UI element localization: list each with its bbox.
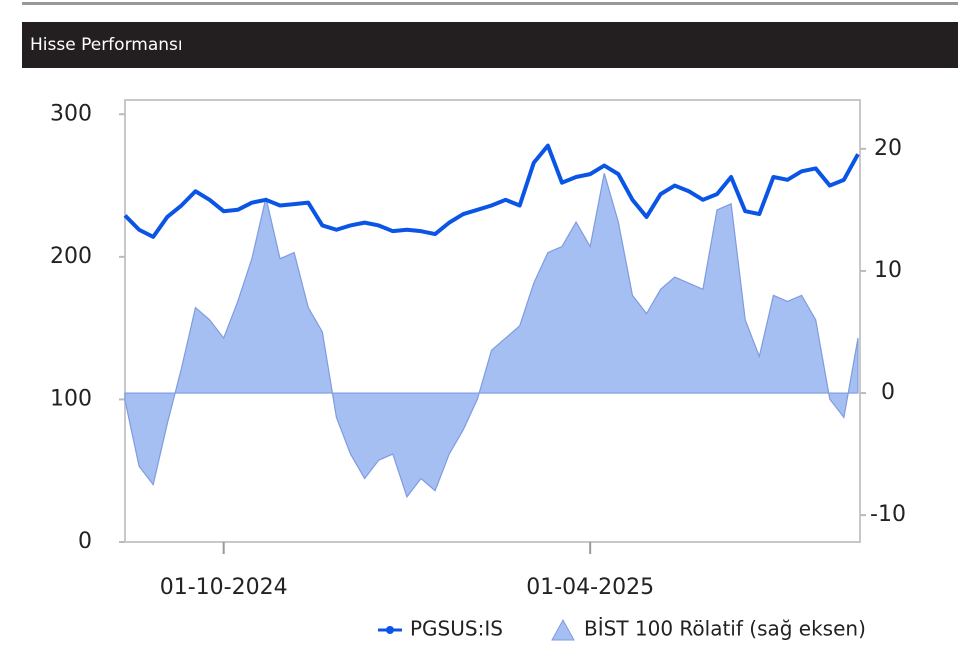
header-title: Hisse Performansı [30, 35, 183, 55]
plot-border [124, 99, 861, 543]
legend-label: PGSUS:IS [410, 617, 503, 641]
legend-label: BİST 100 Rölatif (sağ eksen) [584, 617, 866, 641]
y2-tick-label: 0 [881, 380, 895, 405]
x-tick-label: 01-10-2024 [160, 575, 288, 600]
y2-tick-label: -10 [870, 502, 906, 527]
legend-icon [386, 626, 394, 634]
y-tick-label: 100 [50, 386, 92, 411]
header-bar [22, 22, 958, 68]
y2-tick-label: 20 [874, 136, 902, 161]
relative-area [124, 173, 859, 499]
y-tick-label: 300 [50, 101, 92, 126]
x-tick-label: 01-04-2025 [526, 575, 654, 600]
legend-icon [551, 618, 575, 641]
y-tick-label: 200 [50, 244, 92, 269]
top-rule [22, 2, 958, 5]
price-line [123, 143, 860, 239]
y-tick-label: 0 [78, 529, 92, 554]
y2-tick-label: 10 [874, 258, 902, 283]
